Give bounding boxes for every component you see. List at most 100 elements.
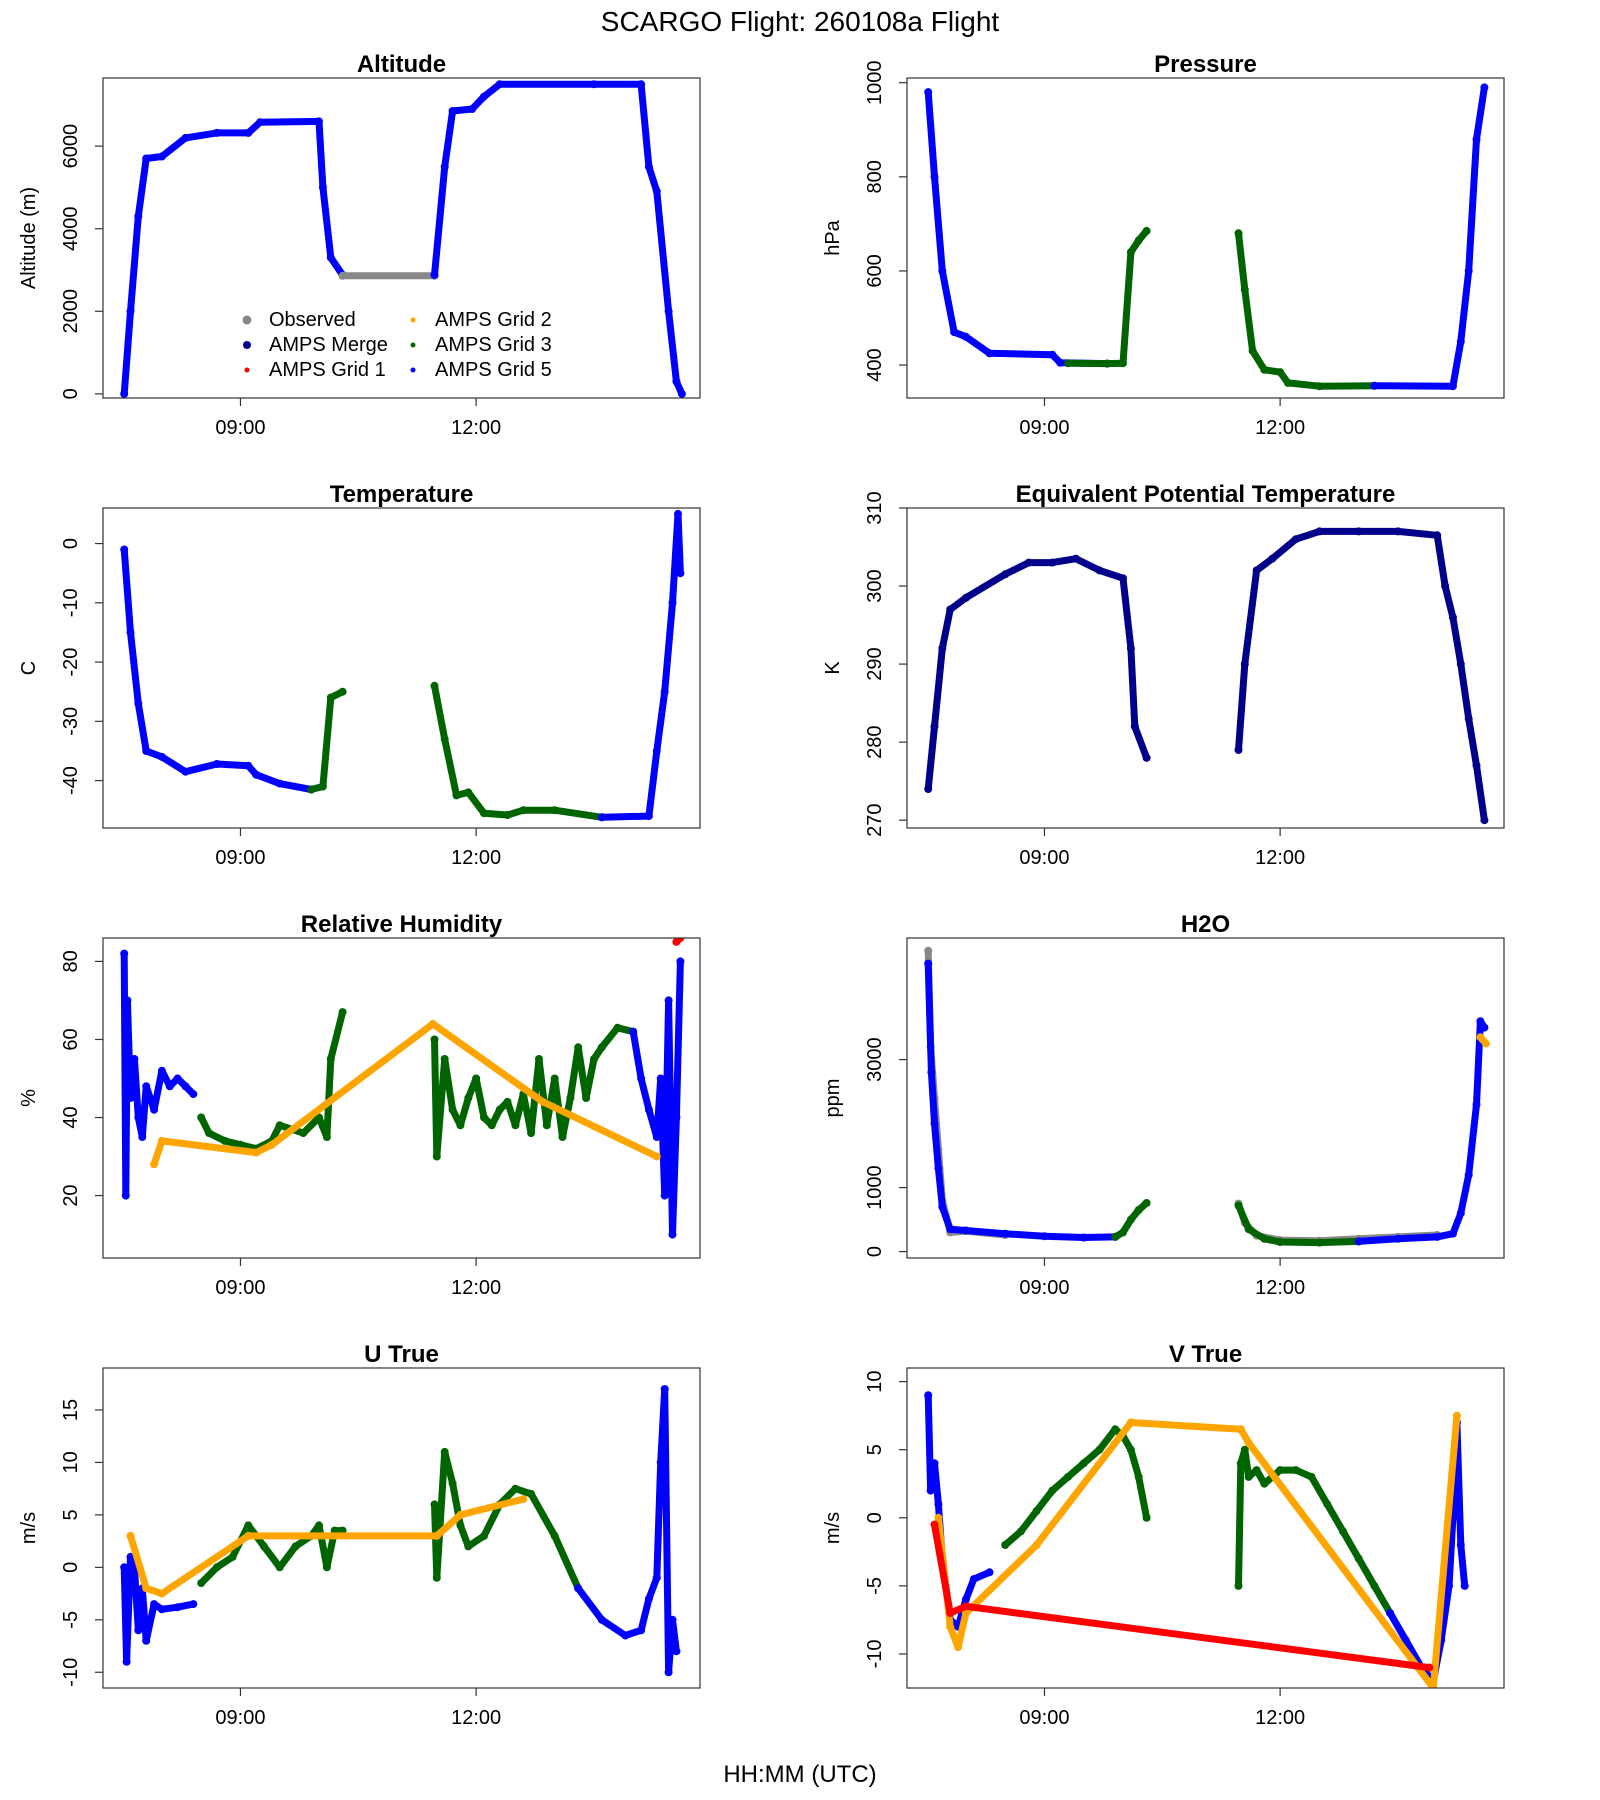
equivalent-potential-temperature-point-amps-merge-1-13 [1472, 761, 1481, 770]
altitude-title: Altitude [357, 51, 446, 78]
altitude-point-amps-grid-5-0-3 [142, 154, 151, 163]
u-true-data [120, 1385, 681, 1677]
temperature-point-amps-grid-5-3-0 [597, 813, 606, 822]
equivalent-potential-temperature-ytick-label-2: 290 [864, 647, 886, 680]
altitude-point-amps-grid-5-2-11 [672, 377, 681, 386]
relative-humidity-ytick-label-0: 20 [60, 1184, 82, 1206]
h2o-xtick-label-1: 12:00 [1255, 1277, 1305, 1299]
u-true-ytick-label-1: -5 [60, 1611, 82, 1629]
v-true-point-amps-grid-2-4-5 [1126, 1418, 1135, 1427]
equivalent-potential-temperature-ytick-label-3: 300 [864, 569, 886, 602]
temperature-data [120, 509, 685, 822]
v-true-point-amps-grid-2-4-8 [1429, 1684, 1438, 1688]
v-true-ytick-label-0: -10 [864, 1640, 886, 1669]
temperature-xtick-label-0: 09:00 [215, 847, 265, 869]
pressure-ytick-label-3: 1000 [864, 60, 886, 105]
h2o-point-amps-grid-5-1-5 [946, 1225, 955, 1234]
altitude-data [120, 80, 686, 398]
u-true-point-amps-grid-5-3-4 [644, 1594, 653, 1603]
temperature-frame [102, 507, 701, 829]
u-true-point-amps-grid-5-3-8 [664, 1668, 673, 1677]
temperature-point-amps-grid-5-3-3 [660, 687, 669, 696]
v-true-point-amps-grid-5-0-9 [985, 1568, 994, 1577]
v-true-frame [906, 1367, 1505, 1689]
figure-xlabel: HH:MM (UTC) [723, 1761, 876, 1788]
relative-humidity-point-amps-grid-2-4-4 [428, 1019, 437, 1028]
equivalent-potential-temperature-point-amps-merge-1-1 [1240, 660, 1249, 669]
temperature-point-amps-grid-5-0-2 [134, 699, 143, 708]
altitude-point-amps-grid-5-2-9 [652, 187, 661, 196]
legend-label-amps-merge: AMPS Merge [269, 334, 388, 356]
pressure-point-amps-grid-3-2-1 [1240, 285, 1249, 294]
u-true-ytick-label-2: 0 [60, 1562, 82, 1573]
relative-humidity-point-amps-grid-5-0-13 [189, 1090, 198, 1099]
u-true-point-amps-grid-5-0-7 [150, 1600, 159, 1609]
h2o-data [924, 946, 1490, 1247]
h2o-point-amps-grid-5-1-9 [1079, 1233, 1088, 1242]
equivalent-potential-temperature-point-amps-merge-1-10 [1448, 613, 1457, 622]
altitude-point-amps-grid-5-2-5 [495, 80, 504, 89]
pressure-series-amps-grid-5-0 [924, 88, 1111, 368]
altitude-point-amps-grid-5-0-7 [244, 128, 253, 137]
figure-title: SCARGO Flight: 260108a Flight [601, 6, 1000, 37]
v-true-point-amps-grid-5-0-0 [924, 1391, 933, 1400]
v-true-point-amps-grid-2-4-2 [954, 1643, 963, 1652]
v-true-point-amps-grid-3-1-4 [1064, 1472, 1072, 1481]
panel-temperature: Temperature 09:00 12:00 -40 -30 -20 -10 0 C [18, 481, 701, 869]
relative-humidity-xtick-label-0: 09:00 [215, 1277, 265, 1299]
pressure-data [924, 83, 1489, 391]
relative-humidity-point-amps-grid-2-4-1 [157, 1136, 166, 1145]
altitude-point-amps-grid-5-2-12 [677, 389, 686, 398]
u-true-ytick-label-0: -10 [60, 1658, 82, 1687]
pressure-xtick-label-0: 09:00 [1019, 417, 1069, 439]
u-true-point-amps-grid-3-2-0 [430, 1500, 439, 1509]
u-true-point-amps-grid-3-1-6 [291, 1542, 300, 1551]
relative-humidity-point-amps-grid-5-3-3 [652, 1133, 661, 1141]
relative-humidity-point-amps-grid-3-1-7 [299, 1129, 308, 1138]
u-true-point-amps-grid-3-1-3 [244, 1521, 253, 1530]
v-true-point-amps-grid-5-0-2 [930, 1459, 939, 1468]
temperature-title: Temperature [330, 481, 474, 508]
altitude-ytick-label-3: 6000 [60, 124, 82, 169]
h2o-point-amps-grid-5-1-8 [1040, 1232, 1049, 1241]
temperature-point-amps-grid-3-2-5 [503, 811, 512, 819]
pressure-point-amps-grid-5-3-0 [1370, 381, 1379, 390]
h2o-point-amps-grid-3-2-3 [1134, 1206, 1143, 1214]
v-true-series-amps-grid-2-4 [934, 1412, 1461, 1688]
v-true-point-amps-grid-3-2-1 [1236, 1459, 1245, 1468]
v-true-ytick-label-4: 10 [864, 1370, 886, 1392]
relative-humidity-point-amps-grid-5-0-7 [142, 1082, 151, 1091]
altitude-point-amps-grid-5-2-7 [637, 80, 646, 89]
equivalent-potential-temperature-xtick-label-1: 12:00 [1255, 847, 1305, 869]
u-true-point-amps-grid-3-2-4 [456, 1521, 465, 1530]
pressure-point-amps-grid-5-0-0 [924, 88, 933, 97]
v-true-series-amps-grid-5-3 [1386, 1419, 1469, 1685]
relative-humidity-point-amps-grid-3-2-21 [590, 1055, 598, 1063]
relative-humidity-point-amps-grid-3-2-8 [487, 1121, 496, 1130]
v-true-point-amps-grid-3-2-3 [1244, 1472, 1253, 1481]
pressure-xtick-label-1: 12:00 [1255, 417, 1305, 439]
altitude-point-amps-grid-5-0-2 [134, 212, 143, 221]
v-true-point-amps-grid-1-5-2 [961, 1602, 970, 1611]
relative-humidity-data [120, 938, 685, 1239]
h2o-point-amps-grid-5-1-6 [961, 1226, 970, 1235]
v-true-point-amps-grid-5-0-7 [961, 1595, 970, 1604]
v-true-series-amps-grid-5-0 [924, 1391, 993, 1631]
pressure-point-amps-grid-5-0-7 [1056, 358, 1065, 367]
altitude-point-amps-grid-5-0-4 [157, 152, 166, 161]
equivalent-potential-temperature-ylabel: K [822, 661, 844, 675]
pressure-point-amps-grid-3-2-2 [1248, 346, 1257, 355]
u-true-series-amps-grid-3-2 [431, 1448, 582, 1592]
relative-humidity-point-amps-grid-3-2-1 [432, 1152, 441, 1161]
h2o-point-amps-grid-5-5-0 [1354, 1237, 1363, 1246]
altitude-point-observed-1-0 [338, 271, 347, 280]
relative-humidity-point-amps-grid-3-1-0 [197, 1113, 206, 1122]
v-true-point-amps-grid-3-1-5 [1079, 1459, 1088, 1468]
v-true-ytick-label-3: 5 [864, 1444, 886, 1455]
relative-humidity-point-amps-grid-5-3-1 [637, 1074, 646, 1083]
relative-humidity-point-amps-grid-3-2-22 [597, 1043, 606, 1052]
v-true-point-amps-grid-3-1-2 [1032, 1507, 1041, 1515]
v-true-point-amps-grid-5-0-3 [934, 1500, 943, 1509]
h2o-point-amps-grid-5-5-2 [1433, 1232, 1442, 1241]
legend-label-amps-grid-2: AMPS Grid 2 [435, 309, 552, 331]
